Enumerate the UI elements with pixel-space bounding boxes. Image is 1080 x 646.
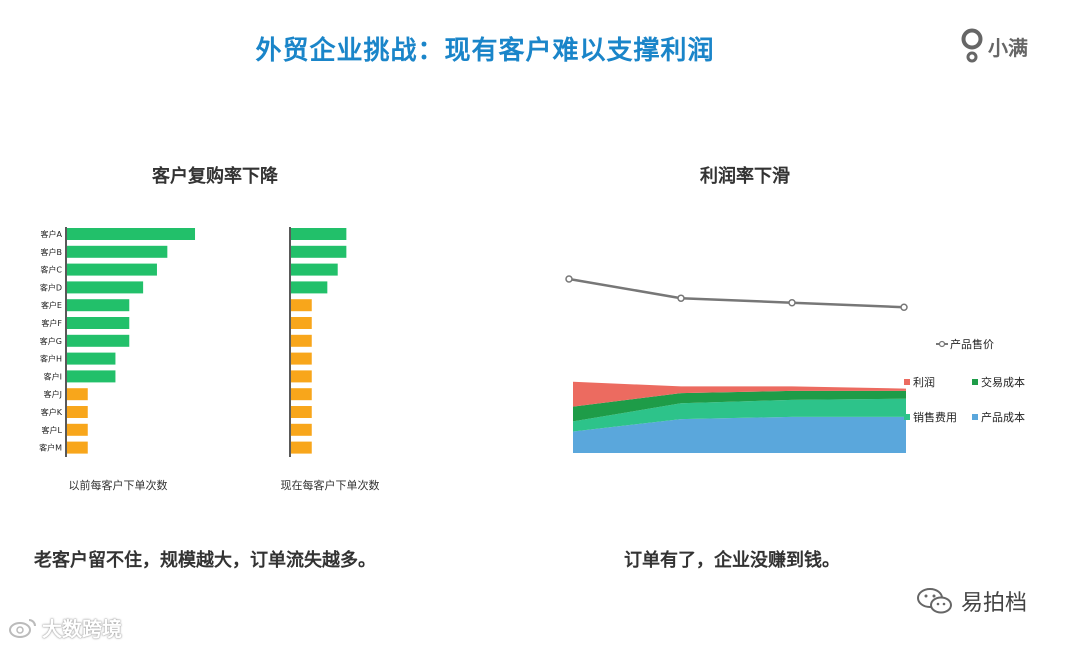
logo-text: 小满 <box>988 35 1028 60</box>
legend-swatch <box>904 414 910 420</box>
xiaoman-logo-icon <box>961 28 983 63</box>
watermark-left-text: 大数跨境 <box>42 617 122 641</box>
watermark-right-text: 易拍档 <box>961 591 1028 616</box>
bar <box>67 334 130 347</box>
bar <box>291 334 312 347</box>
bar <box>67 423 88 436</box>
bar <box>291 441 312 454</box>
bar <box>291 388 312 401</box>
area-series <box>573 398 906 432</box>
bar <box>67 299 130 312</box>
area-series <box>573 390 906 422</box>
category-label: 客户K <box>41 407 63 417</box>
category-label: 客户I <box>44 371 62 381</box>
legend-swatch <box>972 379 978 385</box>
bar <box>291 228 347 240</box>
price-point <box>565 275 573 283</box>
bar <box>291 245 347 258</box>
right-caption: 订单有了，企业没赚到钱。 <box>624 550 840 571</box>
bar <box>67 406 88 418</box>
bar <box>291 281 328 294</box>
category-label: 客户E <box>41 300 62 310</box>
category-label: 客户B <box>41 247 63 257</box>
bar <box>67 352 116 365</box>
category-label: 客户L <box>42 425 63 435</box>
price-point <box>677 294 685 302</box>
bar <box>291 299 312 312</box>
bar <box>67 317 130 329</box>
bar <box>67 281 144 294</box>
category-label: 客户F <box>41 318 62 328</box>
watermark-left: 大数跨境 <box>8 613 122 642</box>
legend-swatch <box>972 414 978 420</box>
legend-swatch <box>904 379 910 385</box>
bar <box>291 352 312 365</box>
page-title: 外贸企业挑战：现有客户难以支撑利润 <box>255 36 715 66</box>
left-chart-title: 客户复购率下降 <box>152 166 278 187</box>
category-label: 客户H <box>40 354 62 364</box>
price-point <box>788 298 796 307</box>
category-label: 客户D <box>40 282 62 292</box>
category-label: 客户C <box>40 265 62 275</box>
bar <box>291 370 312 383</box>
category-label: 客户M <box>39 443 62 453</box>
bar <box>67 263 157 276</box>
legend-label: 交易成本 <box>981 375 1025 389</box>
legend-label: 销售费用 <box>913 410 957 424</box>
bar <box>291 406 312 418</box>
legend-label: 产品成本 <box>981 410 1025 424</box>
bar <box>291 263 338 276</box>
after-xlabel: 现在每客户下单次数 <box>281 478 380 492</box>
bar <box>67 441 88 454</box>
category-label: 客户J <box>44 389 62 399</box>
repurchase-bar-chart: 客户A客户B客户C客户D客户E客户F客户G客户H客户I客户J客户K客户L客户M … <box>39 227 380 492</box>
bar <box>291 317 312 329</box>
watermark-right: 易拍档 <box>915 585 1027 617</box>
bar <box>67 228 196 240</box>
bar <box>67 245 168 258</box>
price-point <box>900 303 908 311</box>
category-label: 客户A <box>41 229 63 239</box>
bar <box>67 370 116 383</box>
brand-logo: 小满 <box>958 26 1028 66</box>
weibo-icon <box>9 618 36 638</box>
left-caption: 老客户留不住，规模越大，订单流失越多。 <box>34 550 376 571</box>
bar <box>291 423 312 436</box>
before-xlabel: 以前每客户下单次数 <box>69 478 168 492</box>
legend-label: 利润 <box>913 375 935 389</box>
wechat-icon <box>917 588 952 614</box>
legend-line-marker <box>938 340 946 348</box>
area-series <box>573 416 906 453</box>
category-label: 客户G <box>40 336 62 346</box>
bar <box>67 388 88 401</box>
area-series <box>573 381 906 407</box>
legend-label: 产品售价 <box>950 337 994 351</box>
right-chart-title: 利润率下滑 <box>700 166 790 187</box>
price-line <box>568 277 905 309</box>
